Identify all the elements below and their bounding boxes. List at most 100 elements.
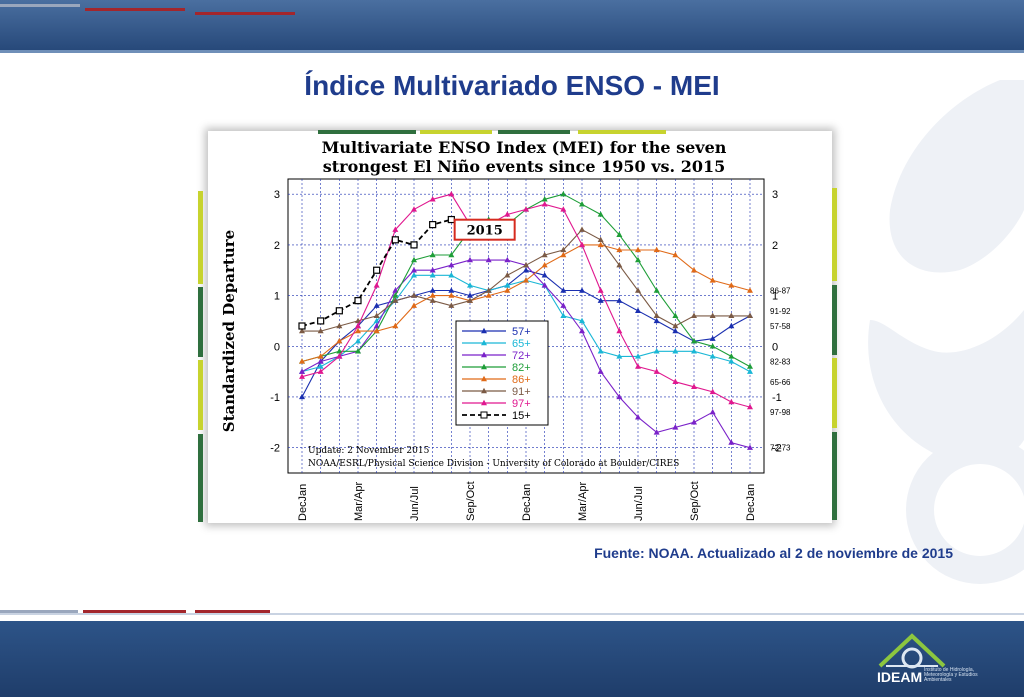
mei-chart: Multivariate ENSO Index (MEI) for the se… [220,138,791,521]
data-point [579,287,585,293]
data-point [728,439,735,445]
data-point [336,348,343,354]
data-point [373,302,380,308]
chart-title-line-1: Multivariate ENSO Index (MEI) for the se… [322,138,727,157]
data-point [448,272,455,278]
data-point [616,261,623,268]
legend-label: 15+ [512,410,531,422]
data-point [597,236,604,243]
watermark-graphic [868,80,1024,584]
ideam-logo-icon [878,633,946,669]
data-point [299,327,305,334]
data-point [317,363,324,369]
y-tick-label-right: 1 [772,291,778,303]
data-point [653,429,660,435]
chart-title-line-2: strongest El Niño events since 1950 vs. … [323,157,725,176]
data-point [355,348,361,354]
data-point [597,368,604,374]
data-point [635,363,641,369]
data-point [317,317,325,325]
bottom-accent-gray [0,610,78,613]
legend-marker [481,399,487,406]
data-point [411,302,417,308]
data-point [504,287,511,293]
data-point [373,322,380,329]
credit-note: NOAA/ESRL/Physical Science Division - Un… [308,459,679,469]
data-point [579,317,585,324]
data-point [597,287,604,293]
data-point [411,256,417,263]
data-point [392,322,399,329]
data-point [411,267,417,273]
data-point [355,322,361,329]
data-point [467,297,473,303]
data-point [616,353,623,359]
data-point [541,196,548,202]
data-point [728,353,735,359]
data-point [541,261,548,268]
bottom-accent-red-1 [83,610,186,613]
data-point [597,348,604,354]
data-point [653,348,660,354]
data-point [560,251,567,258]
data-point [429,267,436,273]
data-point [448,287,455,293]
y-tick-label: -2 [270,443,280,455]
data-point [373,266,381,274]
data-point [579,201,585,207]
legend-box [455,320,549,426]
data-point [672,424,679,430]
data-point [317,368,324,374]
data-point [560,191,567,197]
data-point [691,312,697,319]
data-point [728,322,735,329]
left-accent-bar-4 [198,434,203,522]
left-accent-bar-2 [198,287,203,357]
source-note: Fuente: NOAA. Actualizado al 2 de noviem… [594,545,953,561]
data-point [448,191,455,197]
data-point [709,388,716,395]
data-point [653,317,660,324]
right-event-label: 72-73 [770,444,791,453]
x-tick-label: Jun/Jul [633,486,645,521]
data-point [355,327,361,334]
data-point [616,297,623,303]
data-point [653,287,660,293]
data-point [317,327,324,334]
data-point [635,287,641,293]
bottom-accent-red-2 [195,610,270,613]
data-point [560,206,567,212]
legend-label: 57+ [512,326,531,338]
legend-marker [480,411,488,419]
data-point [299,358,305,364]
data-point [728,398,735,405]
data-point [541,201,548,207]
data-point [672,378,679,384]
right-event-label: 57-58 [770,322,791,331]
right-event-label: 91-92 [770,307,791,316]
data-point [391,236,399,244]
data-point [672,322,679,329]
right-event-label: 97-98 [770,408,791,417]
data-point [336,338,343,344]
data-point [709,353,716,359]
data-point [635,353,641,359]
y-tick-label-right: 3 [772,189,778,201]
data-point [747,444,753,450]
logo-text: IDEAM [877,669,923,685]
data-point [616,327,623,334]
data-point [709,277,716,283]
data-point [410,241,418,249]
data-point [560,312,567,319]
data-point [653,368,660,374]
legend-marker [481,387,487,394]
x-tick-label: DecJan [521,484,533,521]
series-86+ [299,241,753,364]
data-point [653,246,660,253]
legend-marker [481,363,487,370]
y-tick-label: 1 [274,291,280,303]
logo-subtext: Instituto de Hidrología, Meteorología y … [924,667,978,683]
data-point [747,363,753,369]
data-point [447,215,455,224]
right-accent-bar-4 [832,432,837,520]
